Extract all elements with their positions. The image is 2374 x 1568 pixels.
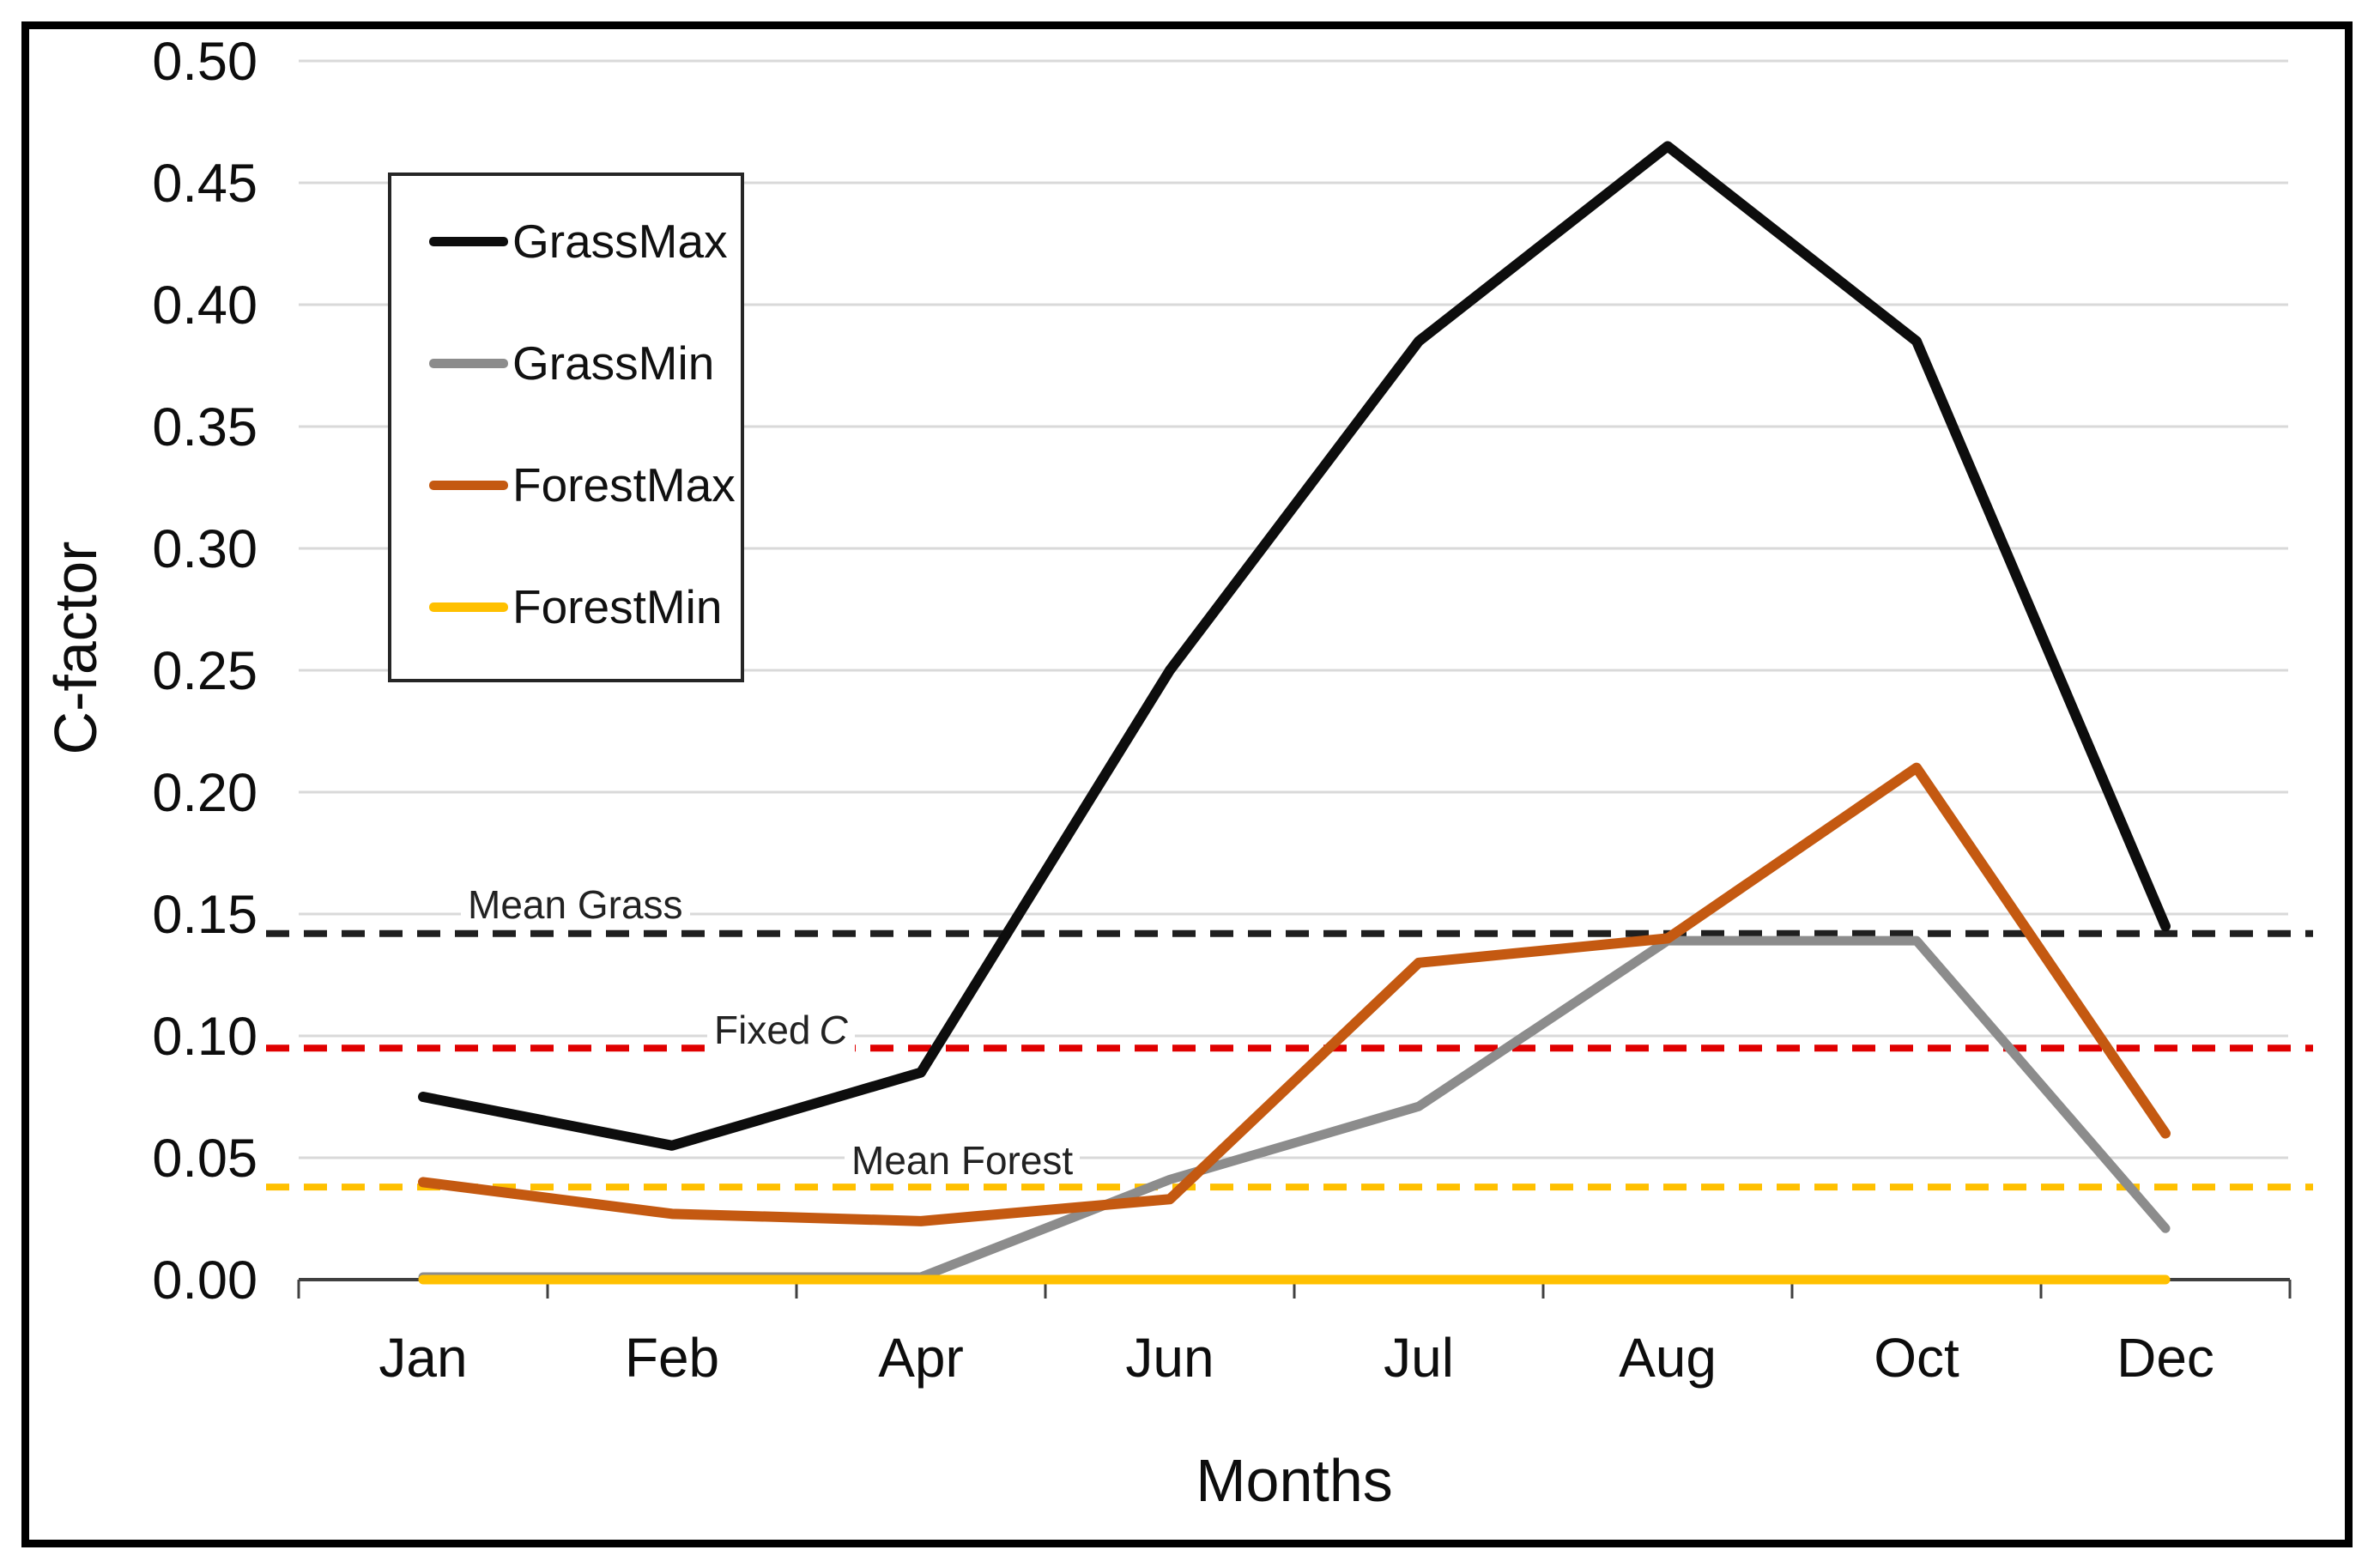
legend-label-grassmax: GrassMax: [512, 214, 728, 268]
legend-item-forestmin: ForestMin: [429, 583, 723, 631]
y-tick-label: 0.15: [152, 885, 257, 945]
x-tick-label: Feb: [625, 1327, 719, 1389]
mean-forest-label: Mean Forest: [851, 1138, 1074, 1183]
y-tick-label: 0.50: [152, 32, 257, 92]
y-tick-label: 0.35: [152, 397, 257, 457]
legend: GrassMax GrassMin ForestMax ForestMin: [388, 173, 744, 682]
legend-swatch-forestmin: [429, 602, 508, 612]
legend-label-forestmin: ForestMin: [512, 579, 723, 633]
mean-forest-annotation: Mean Forest: [845, 1138, 1081, 1183]
legend-item-grassmin: GrassMin: [429, 339, 714, 387]
mean-grass-label: Mean Grass: [468, 882, 683, 927]
legend-swatch-forestmax: [429, 480, 508, 490]
x-tick-label: Dec: [2117, 1327, 2214, 1389]
y-tick-label: 0.10: [152, 1007, 257, 1067]
series-grassmax-line: [418, 141, 2171, 1151]
y-axis-title: C-factor: [42, 541, 109, 755]
legend-item-forestmax: ForestMax: [429, 461, 736, 509]
legend-item-grassmax: GrassMax: [429, 217, 728, 265]
x-tick-label: Apr: [878, 1327, 964, 1389]
y-tick-label: 0.25: [152, 641, 257, 701]
y-tick-label: 0.05: [152, 1129, 257, 1189]
fixed-c-label-italic: C: [819, 1008, 848, 1052]
series-forestmax-line: [418, 762, 2171, 1226]
mean-grass-annotation: Mean Grass: [461, 884, 690, 927]
y-tick-label: 0.40: [152, 275, 257, 336]
y-tick-label: 0.00: [152, 1250, 257, 1311]
x-tick-label: Jul: [1384, 1327, 1454, 1389]
x-axis-title: Months: [1196, 1447, 1393, 1514]
fixed-c-label-prefix: Fixed: [714, 1008, 811, 1052]
x-tick-label: Aug: [1619, 1327, 1717, 1389]
legend-swatch-grassmin: [429, 358, 508, 368]
fixed-c-annotation: Fixed C: [707, 1009, 855, 1052]
series-grassmin-line: [418, 935, 2171, 1282]
x-tick-label: Jun: [1125, 1327, 1214, 1389]
y-tick-label: 0.45: [152, 154, 257, 214]
legend-label-forestmax: ForestMax: [512, 457, 736, 512]
y-tick-label: 0.30: [152, 519, 257, 579]
y-tick-label: 0.20: [152, 763, 257, 823]
legend-label-grassmin: GrassMin: [512, 336, 715, 390]
x-tick-label: Oct: [1874, 1327, 1959, 1389]
x-tick-label: Jan: [379, 1327, 467, 1389]
legend-swatch-grassmax: [429, 236, 508, 246]
